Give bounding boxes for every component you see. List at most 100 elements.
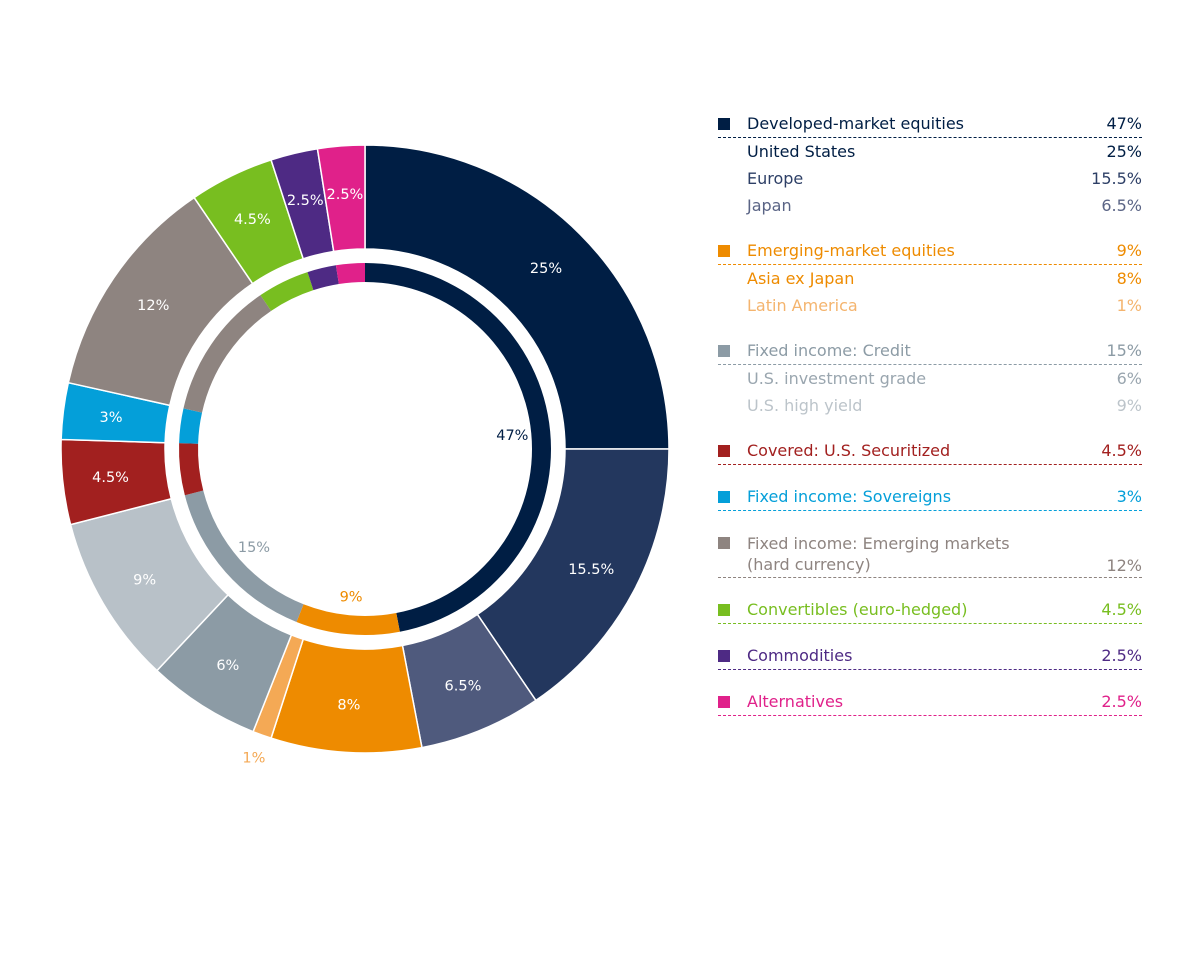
- legend-group-convertibles-euro-hedged: Convertibles (euro-hedged) 4.5%: [718, 596, 1142, 624]
- inner_ring-slice-fixed-income-credit: [184, 490, 304, 622]
- legend-subitem: United States 25%: [718, 138, 1142, 165]
- legend-swatch: [718, 490, 730, 503]
- legend-item-label: Emerging-market equities: [747, 241, 955, 260]
- legend-subitem-label: U.S. high yield: [747, 396, 863, 415]
- outer_ring-label-asia-ex-japan: 8%: [337, 697, 360, 713]
- inner_ring-label-fixed-income-credit: 15%: [238, 540, 270, 556]
- legend-subitem-value: 15.5%: [1091, 169, 1142, 188]
- legend-item-name: Fixed income: Emerging markets (hard cur…: [718, 533, 1047, 575]
- legend-swatch: [718, 603, 730, 616]
- legend-swatch: [718, 344, 730, 357]
- inner_ring-slice-covered-u-s-securitized: [178, 443, 204, 496]
- legend-group-fixed-income-credit: Fixed income: Credit 15% U.S. investment g…: [718, 337, 1142, 419]
- inner_ring-slice-fixed-income-emerging-markets-hard-currency: [183, 295, 272, 413]
- legend-group-fixed-income-sovereigns: Fixed income: Sovereigns 3%: [718, 483, 1142, 511]
- outer_ring-label-fixed-income-sovereigns: 3%: [100, 410, 123, 426]
- legend-item: Developed-market equities 47%: [718, 110, 1142, 138]
- legend-swatch: [718, 117, 730, 130]
- outer_ring-slice-united-states: [364, 144, 670, 450]
- legend-subitem: Asia ex Japan 8%: [718, 265, 1142, 292]
- legend-group-fixed-income-emerging-markets-hard-currency: Fixed income: Emerging markets (hard cur…: [718, 529, 1142, 578]
- legend-swatch: [718, 537, 730, 549]
- legend-item-label: Fixed income: Credit: [747, 341, 911, 360]
- legend-subitem: Japan 6.5%: [718, 192, 1142, 219]
- outer_ring-label-u-s-investment-grade: 6%: [216, 658, 239, 674]
- legend-item: Fixed income: Emerging markets (hard cur…: [718, 529, 1142, 578]
- legend-item-name: Convertibles (euro-hedged): [718, 600, 967, 619]
- legend-subitem-value: 8%: [1116, 269, 1142, 288]
- outer_ring-slice-alternatives: [316, 144, 366, 253]
- legend-subitem-label: Asia ex Japan: [747, 269, 855, 288]
- outer_ring-label-covered-u-s-securitized: 4.5%: [92, 470, 129, 486]
- legend-item-value: 4.5%: [1101, 600, 1142, 619]
- legend-item-value: 9%: [1116, 241, 1142, 260]
- legend-swatch: [718, 695, 730, 708]
- legend-item-label: Alternatives: [747, 692, 844, 711]
- legend-swatch: [718, 649, 730, 662]
- legend-subitem-label: United States: [747, 142, 856, 161]
- outer_ring-label-japan: 6.5%: [445, 679, 482, 695]
- legend-item-name: Developed-market equities: [718, 114, 964, 133]
- outer_ring-label-europe: 15.5%: [568, 562, 614, 578]
- legend-item-name: Fixed income: Sovereigns: [718, 487, 951, 506]
- donut-chart: 25% 15.5% 6.5% 8% 1% 6% 9% 4.5% 3% 12% 4.5% 2.5% 2.5…: [60, 144, 670, 767]
- legend-subitem-value: 9%: [1116, 396, 1142, 415]
- legend-item-name: Alternatives: [718, 692, 843, 711]
- legend-item-label: Commodities: [747, 646, 853, 665]
- legend-subitem: Europe 15.5%: [718, 165, 1142, 192]
- inner_ring-slice-emerging-market-equities: [296, 604, 400, 635]
- legend-item-name: Commodities: [718, 646, 852, 665]
- legend-subitem-label: Europe: [747, 169, 804, 188]
- legend-item-value: 2.5%: [1101, 692, 1142, 711]
- outer_ring-label-convertibles-euro-hedged: 4.5%: [234, 212, 271, 228]
- inner_ring-slice-fixed-income-sovereigns: [179, 408, 203, 444]
- legend-subitem-label: U.S. investment grade: [747, 369, 927, 388]
- inner_ring-slice-developed-market-equities: [365, 263, 552, 632]
- inner_ring-slice-commodities: [307, 265, 339, 291]
- legend-item-label: Covered: U.S. Securitized: [747, 441, 951, 460]
- legend-subitem-label: Japan: [747, 196, 792, 215]
- legend-item-value: 4.5%: [1101, 441, 1142, 460]
- outer_ring-label-latin-america: 1%: [242, 751, 265, 767]
- outer_ring-label-united-states: 25%: [530, 261, 562, 277]
- legend-item-name: Fixed income: Credit: [718, 341, 911, 360]
- legend-item-value: 12%: [1106, 556, 1142, 575]
- legend-subitem-value: 6.5%: [1101, 196, 1142, 215]
- legend: Developed-market equities 47% United State…: [718, 110, 1142, 734]
- outer_ring-label-fixed-income-emerging-markets-hard-currency: 12%: [137, 298, 169, 314]
- legend-subitem: U.S. high yield 9%: [718, 392, 1142, 419]
- legend-item: Emerging-market equities 9%: [718, 237, 1142, 265]
- legend-item-value: 47%: [1106, 114, 1142, 133]
- outer_ring-label-commodities: 2.5%: [287, 193, 324, 209]
- legend-swatch: [718, 444, 730, 457]
- legend-group-emerging-market-equities: Emerging-market equities 9% Asia ex Japan 8…: [718, 237, 1142, 319]
- inner_ring-label-emerging-market-equities: 9%: [340, 589, 363, 605]
- outer_ring-label-alternatives: 2.5%: [326, 187, 363, 203]
- legend-item-label: Developed-market equities: [747, 114, 964, 133]
- outer_ring-label-u-s-high-yield: 9%: [133, 572, 156, 588]
- legend-item-value: 15%: [1106, 341, 1142, 360]
- inner_ring-slice-alternatives: [335, 263, 365, 285]
- legend-item-value: 2.5%: [1101, 646, 1142, 665]
- inner_ring-slice-convertibles-euro-hedged: [260, 272, 314, 311]
- legend-item-label: Fixed income: Sovereigns: [747, 487, 952, 506]
- legend-subitem-value: 25%: [1106, 142, 1142, 161]
- legend-item: Convertibles (euro-hedged) 4.5%: [718, 596, 1142, 624]
- legend-item: Fixed income: Credit 15%: [718, 337, 1142, 365]
- legend-swatch: [718, 244, 730, 257]
- legend-item-value: 3%: [1116, 487, 1142, 506]
- legend-item-name: Emerging-market equities: [718, 241, 955, 260]
- legend-group-alternatives: Alternatives 2.5%: [718, 688, 1142, 716]
- legend-subitem-value: 1%: [1116, 296, 1142, 315]
- legend-group-developed-market-equities: Developed-market equities 47% United State…: [718, 110, 1142, 219]
- legend-subitem-value: 6%: [1116, 369, 1142, 388]
- legend-subitem-label: Latin America: [747, 296, 858, 315]
- legend-group-commodities: Commodities 2.5%: [718, 642, 1142, 670]
- legend-group-covered-u-s-securitized: Covered: U.S. Securitized 4.5%: [718, 437, 1142, 465]
- legend-item: Covered: U.S. Securitized 4.5%: [718, 437, 1142, 465]
- legend-item-name: Covered: U.S. Securitized: [718, 441, 950, 460]
- legend-item: Fixed income: Sovereigns 3%: [718, 483, 1142, 511]
- legend-item: Commodities 2.5%: [718, 642, 1142, 670]
- legend-item-label: Fixed income: Emerging markets (hard cur…: [747, 534, 1010, 574]
- legend-item-label: Convertibles (euro-hedged): [747, 600, 968, 619]
